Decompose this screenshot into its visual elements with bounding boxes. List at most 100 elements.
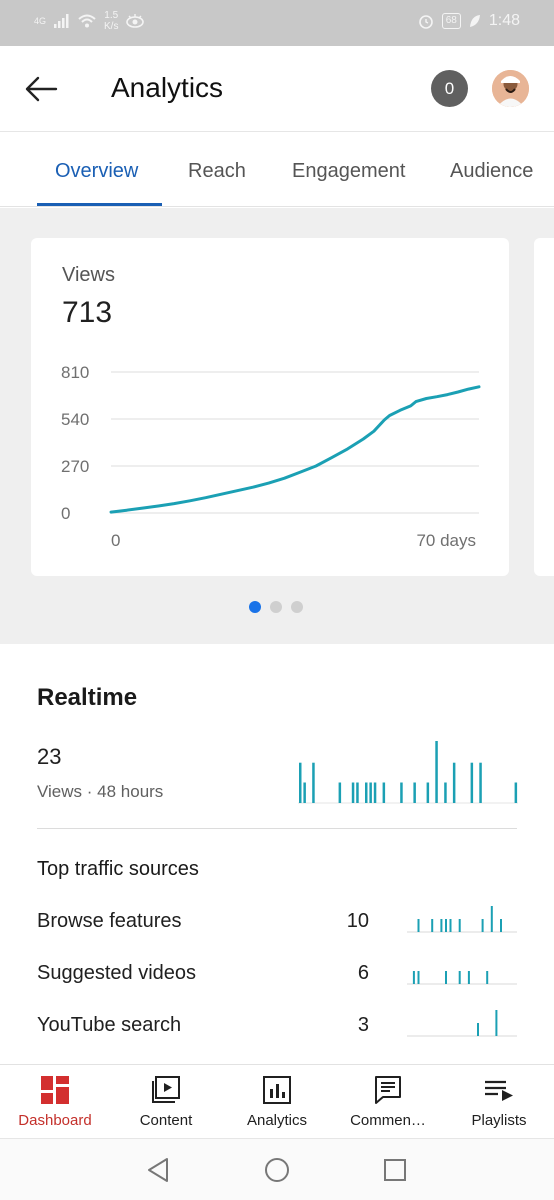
y-tick-label: 540 bbox=[61, 410, 89, 429]
realtime-bar bbox=[312, 762, 315, 803]
sparkline-bar bbox=[477, 1023, 479, 1036]
sparkline-bar bbox=[495, 1010, 498, 1036]
pager-dot[interactable] bbox=[270, 601, 282, 613]
realtime-bar bbox=[435, 741, 438, 803]
comments-icon bbox=[375, 1076, 401, 1104]
nav-analytics[interactable]: Analytics bbox=[222, 1065, 332, 1139]
realtime-title: Realtime bbox=[37, 684, 138, 711]
eye-icon bbox=[126, 14, 145, 28]
active-tab-indicator bbox=[37, 203, 162, 206]
content-play-icon bbox=[152, 1076, 180, 1103]
sparkline-bar bbox=[458, 971, 461, 984]
y-tick-label: 270 bbox=[61, 457, 89, 476]
dashboard-icon bbox=[41, 1076, 69, 1104]
traffic-source-name: YouTube search bbox=[37, 1014, 182, 1036]
playlist-icon bbox=[485, 1080, 513, 1101]
pager-dot[interactable] bbox=[249, 601, 261, 613]
system-recents-icon[interactable] bbox=[382, 1157, 408, 1183]
realtime-bar bbox=[303, 782, 306, 803]
avatar[interactable] bbox=[492, 70, 529, 107]
sparkline-bar bbox=[500, 919, 502, 932]
sparkline-bar bbox=[486, 971, 489, 984]
app-bar: Analytics 0 bbox=[0, 46, 554, 132]
signal-icon bbox=[54, 14, 69, 28]
realtime-bar bbox=[479, 762, 482, 803]
overview-carousel: Views 713 0 270 540 810 0 70 days bbox=[0, 208, 554, 644]
realtime-bar bbox=[452, 762, 456, 803]
nav-label: Dashboard bbox=[18, 1112, 92, 1129]
network-type: 4G bbox=[34, 16, 47, 26]
x-tick-label: 70 days bbox=[416, 531, 476, 550]
status-right: 68 1:48 bbox=[418, 12, 520, 30]
system-home-icon[interactable] bbox=[264, 1157, 290, 1183]
net-speed-unit: K/s bbox=[104, 21, 119, 32]
traffic-source-value: 6 bbox=[357, 962, 369, 984]
pager-dot[interactable] bbox=[291, 601, 303, 613]
realtime-bar bbox=[426, 782, 430, 803]
realtime-bar bbox=[382, 782, 386, 803]
status-left: 4G 1.5 K/s bbox=[34, 10, 145, 32]
traffic-source-row[interactable]: Browse features 10 bbox=[37, 906, 517, 940]
sparkline-bar bbox=[467, 971, 470, 984]
traffic-source-row[interactable]: YouTube search 3 bbox=[37, 1010, 517, 1044]
traffic-source-value: 3 bbox=[357, 1014, 369, 1036]
tab-reach[interactable]: Reach bbox=[188, 160, 246, 182]
bottom-navigation: Dashboard Content Analytics Commen… Play… bbox=[0, 1064, 554, 1138]
realtime-bar bbox=[299, 762, 302, 803]
views-card[interactable]: Views 713 0 270 540 810 0 70 days bbox=[31, 238, 509, 576]
nav-label: Playlists bbox=[471, 1112, 527, 1129]
realtime-bar bbox=[400, 782, 403, 803]
realtime-bar bbox=[444, 782, 447, 803]
card-metric-value: 713 bbox=[62, 296, 113, 329]
leaf-icon bbox=[469, 15, 480, 27]
realtime-bar-chart bbox=[298, 741, 518, 804]
nav-label: Content bbox=[139, 1112, 193, 1129]
tab-overview[interactable]: Overview bbox=[55, 160, 139, 182]
sparkline-bar bbox=[412, 971, 415, 984]
views-series-line bbox=[109, 385, 481, 514]
views-line-chart: 0 270 540 810 0 70 days bbox=[61, 363, 481, 550]
system-back-icon[interactable] bbox=[145, 1157, 171, 1183]
realtime-section: Realtime 23 Views · 48 hours Top traffic… bbox=[0, 644, 554, 1064]
status-bar: 4G 1.5 K/s 68 1:48 bbox=[0, 0, 554, 46]
sparkline-bar bbox=[445, 971, 447, 984]
realtime-bar bbox=[338, 782, 342, 803]
realtime-views-count: 23 bbox=[37, 744, 62, 769]
tab-audience[interactable]: Audience bbox=[450, 160, 534, 182]
sparkline-bar bbox=[449, 919, 452, 932]
tab-engagement[interactable]: Engagement bbox=[292, 160, 406, 182]
sparkline-bar bbox=[458, 919, 461, 932]
traffic-source-row[interactable]: Suggested videos 6 bbox=[37, 962, 517, 992]
user-avatar-icon bbox=[492, 70, 529, 107]
back-button[interactable] bbox=[24, 74, 58, 104]
realtime-bar bbox=[470, 762, 474, 803]
sparkline-bar bbox=[440, 919, 443, 932]
system-navigation-bar bbox=[0, 1138, 554, 1200]
sparkline-bar bbox=[431, 919, 434, 932]
net-speed: 1.5 K/s bbox=[104, 10, 118, 32]
traffic-sparkline bbox=[407, 1010, 517, 1037]
sparkline-bar bbox=[417, 919, 420, 932]
nav-playlists[interactable]: Playlists bbox=[444, 1065, 554, 1139]
realtime-bar bbox=[373, 782, 377, 803]
sparkline-bar bbox=[417, 971, 420, 984]
y-tick-label: 0 bbox=[61, 504, 70, 523]
nav-content[interactable]: Content bbox=[111, 1065, 221, 1139]
battery-indicator: 68 bbox=[441, 13, 461, 29]
traffic-sources-title: Top traffic sources bbox=[37, 858, 199, 880]
nav-dashboard[interactable]: Dashboard bbox=[0, 1065, 110, 1139]
arrow-left-icon bbox=[25, 76, 58, 102]
traffic-source-value: 10 bbox=[346, 910, 369, 932]
realtime-bar bbox=[514, 782, 518, 803]
realtime-bar bbox=[369, 782, 372, 803]
next-card-peek[interactable] bbox=[534, 238, 554, 576]
net-speed-value: 1.5 bbox=[104, 10, 119, 21]
sparkline-bar bbox=[481, 919, 484, 932]
carousel-pager bbox=[249, 601, 303, 613]
notification-count-button[interactable]: 0 bbox=[431, 70, 468, 107]
sparkline-bar bbox=[445, 919, 447, 932]
nav-comments[interactable]: Commen… bbox=[333, 1065, 443, 1139]
realtime-subtitle: Views · 48 hours bbox=[37, 782, 164, 801]
traffic-source-name: Suggested videos bbox=[37, 962, 197, 984]
wifi-icon bbox=[78, 14, 96, 28]
